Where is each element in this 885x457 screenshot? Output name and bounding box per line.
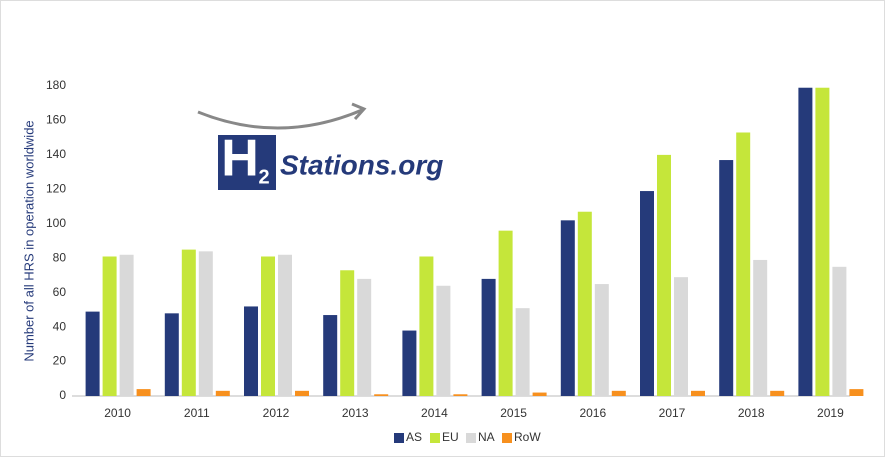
- bar: [481, 278, 496, 396]
- logo: H 2 Stations.org: [197, 102, 443, 190]
- bar: [436, 285, 451, 396]
- bar: [453, 394, 468, 396]
- logo-subscript: 2: [258, 166, 269, 188]
- x-tick-label: 2010: [104, 406, 131, 420]
- logo-letter: H: [221, 130, 259, 188]
- x-tick-label: 2014: [421, 406, 448, 420]
- legend-label: NA: [478, 430, 495, 444]
- bar: [498, 230, 513, 396]
- bar: [770, 390, 785, 396]
- x-tick-label: 2019: [817, 406, 844, 420]
- y-tick-label: 160: [46, 113, 66, 127]
- bar: [181, 249, 196, 396]
- bar: [611, 390, 626, 396]
- y-tick-label: 40: [53, 319, 67, 333]
- bar: [736, 132, 751, 396]
- logo-arrow: [197, 108, 363, 130]
- legend-swatch: [502, 433, 512, 443]
- bar: [102, 256, 117, 396]
- legend-swatch: [430, 433, 440, 443]
- x-tick-label: 2015: [500, 406, 527, 420]
- bar: [674, 277, 688, 396]
- y-tick-label: 60: [53, 285, 67, 299]
- y-tick-label: 120: [46, 182, 66, 196]
- bar: [164, 313, 179, 396]
- bar: [798, 87, 813, 396]
- y-tick-label: 80: [53, 250, 67, 264]
- bar: [532, 392, 547, 396]
- bar: [560, 220, 575, 396]
- bar: [849, 389, 864, 396]
- bar: [515, 308, 530, 396]
- bar: [357, 278, 372, 396]
- x-tick-label: 2016: [579, 406, 606, 420]
- logo-box: [218, 135, 276, 190]
- bar: [244, 306, 258, 396]
- bar: [402, 330, 417, 396]
- bar: [85, 311, 100, 396]
- y-tick-label: 0: [59, 388, 66, 402]
- bar: [419, 256, 434, 396]
- y-tick-label: 100: [46, 216, 66, 230]
- bar: [753, 259, 768, 396]
- logo-arrowhead: [351, 102, 367, 121]
- logo-text: Stations.org: [280, 149, 443, 180]
- bar: [719, 160, 734, 396]
- bar: [295, 390, 309, 396]
- x-tick-label: 2013: [342, 406, 369, 420]
- legend-label: AS: [406, 430, 422, 444]
- bar: [657, 154, 671, 396]
- y-axis-label: Number of all HRS in operation worldwide: [21, 120, 36, 361]
- bar: [323, 315, 338, 396]
- bar: [136, 389, 151, 396]
- bar: [340, 270, 355, 396]
- bar: [198, 251, 213, 396]
- bar: [261, 256, 275, 396]
- x-tick-label: 2018: [738, 406, 765, 420]
- y-tick-label: 180: [46, 78, 66, 92]
- bar: [215, 390, 230, 396]
- x-tick-label: 2011: [184, 406, 210, 420]
- bar: [832, 266, 847, 396]
- legend-label: EU: [442, 430, 459, 444]
- bar: [594, 284, 609, 396]
- y-tick-label: 20: [53, 354, 67, 368]
- legend-swatch: [394, 433, 404, 443]
- y-tick-label: 140: [46, 147, 66, 161]
- bar: [577, 211, 592, 396]
- bar: [278, 254, 292, 396]
- bar: [691, 390, 705, 396]
- bar: [374, 394, 389, 396]
- bar: [640, 191, 654, 396]
- legend-label: RoW: [514, 430, 541, 444]
- legend-swatch: [466, 433, 476, 443]
- bar: [119, 254, 134, 396]
- bar: [815, 87, 830, 396]
- x-tick-label: 2012: [263, 406, 290, 420]
- x-tick-label: 2017: [659, 406, 686, 420]
